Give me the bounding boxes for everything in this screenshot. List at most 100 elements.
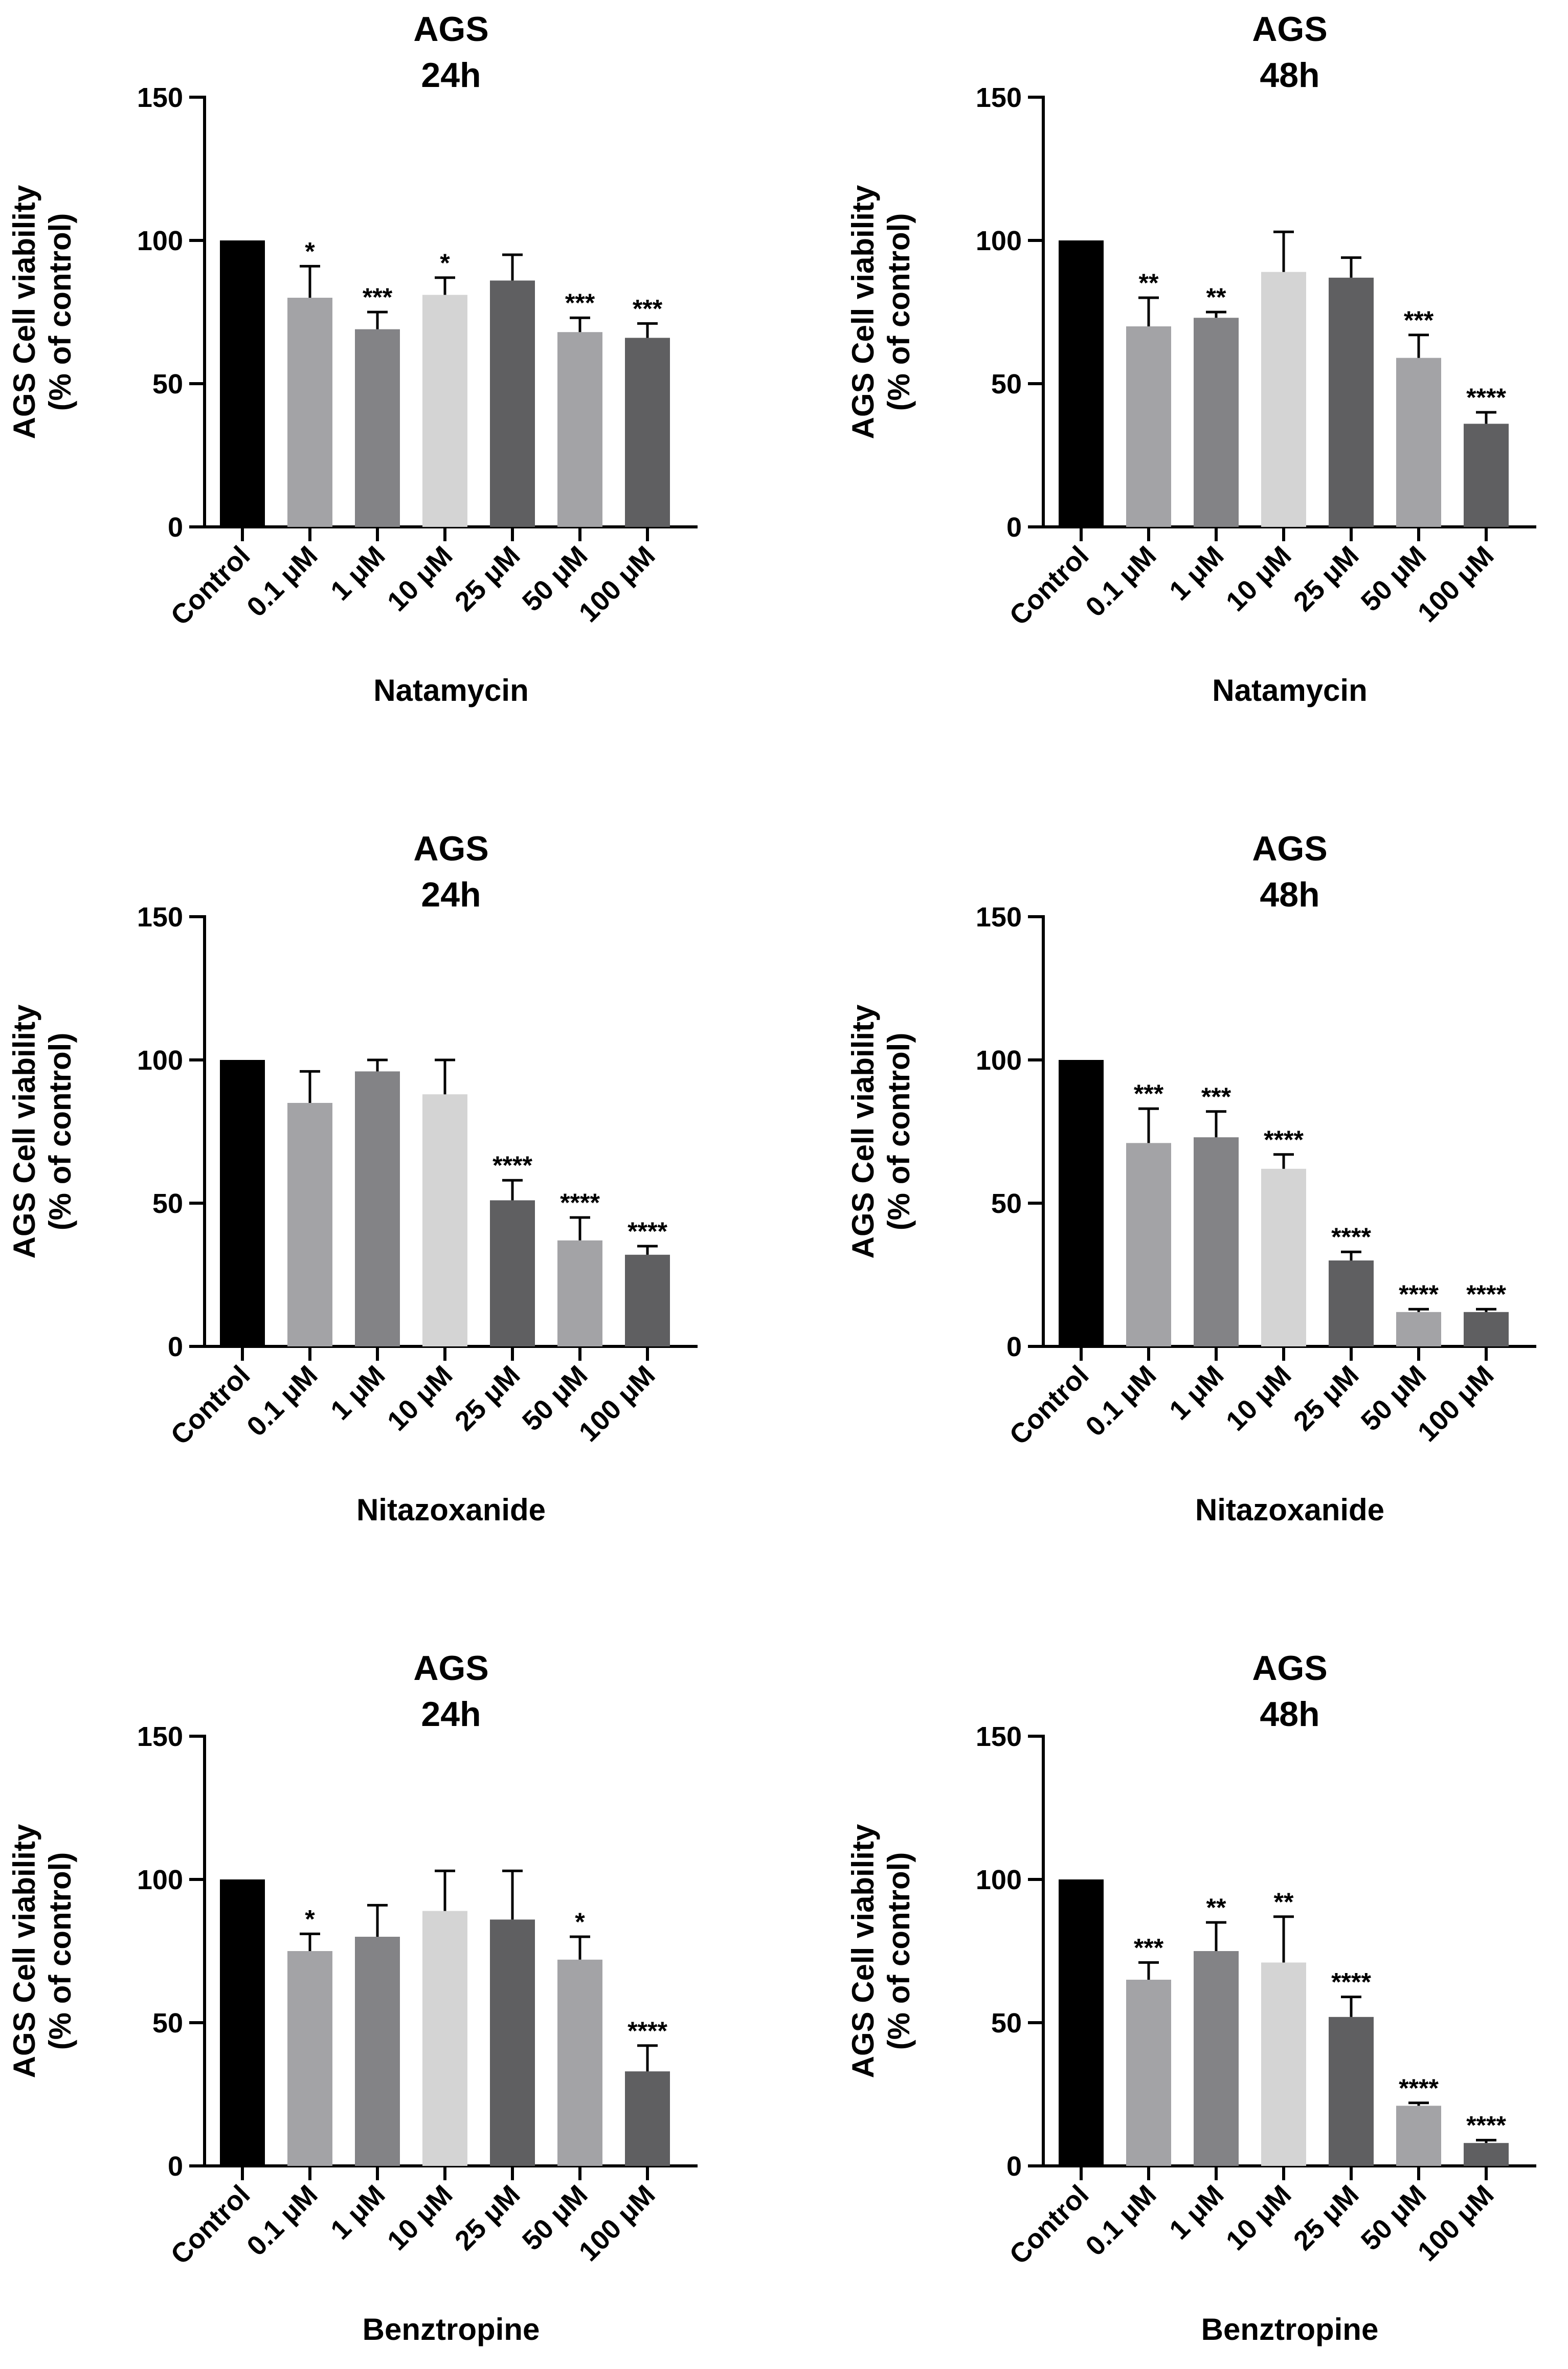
significance-mark-2: * [305, 1905, 315, 1933]
bar-1 [1059, 240, 1104, 527]
significance-mark-4: **** [1264, 1125, 1304, 1154]
x-tick-label: 0.1 μM [1080, 540, 1162, 623]
significance-mark-7: **** [628, 2017, 667, 2045]
bar-2 [287, 298, 332, 527]
x-tick-label: 10 μM [382, 540, 459, 617]
y-axis-label-line-1: AGS Cell viability [7, 185, 41, 439]
chart-panel-5: AGS 24h AGS Cell viability (% of control) 0 5… [7, 1649, 698, 2346]
y-tick-label: 100 [976, 226, 1022, 256]
y-axis-label-line-1: AGS Cell viability [846, 1824, 880, 2078]
x-tick-label: 0.1 μM [241, 1360, 323, 1442]
bar-2 [1126, 1980, 1171, 2166]
y-tick-label: 150 [137, 902, 183, 933]
bar-3 [355, 329, 400, 527]
significance-mark-7: **** [1466, 383, 1506, 412]
bar-3 [1194, 1137, 1239, 1346]
chart-title-line-1: AGS [413, 10, 488, 49]
bar-4 [422, 295, 467, 527]
x-tick-label: 100 μM [1412, 1360, 1500, 1448]
x-tick-label: 25 μM [449, 2179, 526, 2256]
x-axis-label: Natamycin [1212, 673, 1367, 707]
y-axis-label-line-2: (% of control) [43, 1852, 77, 2050]
y-axis-label-line-2: (% of control) [882, 213, 916, 411]
x-axis-label: Nitazoxanide [1195, 1493, 1384, 1527]
x-tick-label: 1 μM [325, 1360, 391, 1426]
bar-6 [557, 1959, 602, 2166]
y-tick-label: 100 [137, 226, 183, 256]
y-tick-label: 150 [137, 1721, 183, 1752]
significance-mark-3: ** [1206, 1893, 1226, 1922]
chart-title-line-2: 48h [1260, 1695, 1319, 1734]
bar-7 [625, 338, 670, 527]
x-tick-label: 10 μM [382, 2179, 459, 2256]
y-tick-label: 50 [152, 369, 183, 400]
bar-5 [1329, 277, 1374, 527]
bar-3 [355, 1937, 400, 2166]
significance-mark-7: **** [1466, 2111, 1506, 2140]
y-tick-label: 0 [1006, 1332, 1022, 1362]
y-axis-label-line-2: (% of control) [43, 1033, 77, 1231]
significance-mark-2: * [305, 237, 315, 265]
y-tick-label: 50 [152, 2008, 183, 2039]
bar-5 [490, 280, 535, 527]
x-tick-label: 0.1 μM [1080, 2179, 1162, 2262]
y-axis-label: AGS Cell viability (% of control) [7, 185, 77, 439]
y-axis-label: AGS Cell viability (% of control) [846, 1004, 916, 1258]
significance-mark-3: *** [1201, 1082, 1231, 1111]
bar-7 [1464, 1312, 1509, 1346]
x-tick-label: Control [1003, 2179, 1094, 2270]
y-tick-label: 50 [991, 2008, 1022, 2039]
x-tick-label: 1 μM [1163, 2179, 1229, 2245]
x-axis-label: Natamycin [373, 673, 528, 707]
bar-7 [625, 2071, 670, 2166]
significance-mark-3: *** [363, 283, 393, 312]
y-tick-label: 0 [1006, 2151, 1022, 2182]
significance-mark-5: **** [1331, 1968, 1371, 1997]
chart-title-line-1: AGS [1252, 829, 1327, 868]
chart-title-line-2: 48h [1260, 875, 1319, 914]
bar-3 [355, 1071, 400, 1346]
y-tick-label: 150 [976, 82, 1022, 113]
y-tick-label: 0 [1006, 512, 1022, 543]
x-tick-label: 10 μM [1220, 2179, 1297, 2256]
significance-mark-6: **** [1399, 2074, 1439, 2102]
y-axis-label: AGS Cell viability (% of control) [7, 1824, 77, 2078]
x-tick-label: 0.1 μM [241, 540, 323, 623]
significance-mark-6: **** [560, 1188, 600, 1217]
x-tick-label: 1 μM [325, 540, 391, 606]
significance-mark-5: **** [492, 1151, 532, 1180]
bar-5 [490, 1200, 535, 1346]
chart-panel-3: AGS 24h AGS Cell viability (% of control) 0 5… [7, 829, 698, 1527]
x-tick-label: 1 μM [1163, 540, 1229, 606]
bar-1 [220, 240, 265, 527]
chart-title-line-2: 48h [1260, 56, 1319, 95]
y-tick-label: 0 [168, 512, 183, 543]
chart-title-line-2: 24h [421, 875, 481, 914]
chart-title-line-2: 24h [421, 1695, 481, 1734]
bar-4 [422, 1094, 467, 1346]
bar-4 [1261, 1962, 1306, 2166]
significance-mark-5: **** [1331, 1223, 1371, 1251]
bar-7 [1464, 2143, 1509, 2166]
x-tick-label: Control [165, 2179, 256, 2270]
bar-6 [1396, 1312, 1441, 1346]
bar-7 [1464, 424, 1509, 527]
y-tick-label: 150 [137, 82, 183, 113]
y-axis-label-line-1: AGS Cell viability [846, 185, 880, 439]
bar-4 [1261, 1168, 1306, 1346]
bar-5 [490, 1919, 535, 2166]
x-tick-label: 10 μM [1220, 540, 1297, 617]
significance-mark-6: *** [565, 289, 595, 317]
significance-mark-6: **** [1399, 1280, 1439, 1309]
bar-6 [557, 332, 602, 527]
x-tick-label: 25 μM [1288, 540, 1365, 617]
y-tick-label: 50 [991, 369, 1022, 400]
y-axis-label: AGS Cell viability (% of control) [846, 185, 916, 439]
x-tick-label: 0.1 μM [1080, 1360, 1162, 1442]
x-tick-label: Control [1003, 1360, 1094, 1451]
y-tick-label: 0 [168, 1332, 183, 1362]
y-axis-label-line-2: (% of control) [882, 1033, 916, 1231]
x-axis-label: Nitazoxanide [356, 1493, 546, 1527]
bar-1 [220, 1879, 265, 2166]
